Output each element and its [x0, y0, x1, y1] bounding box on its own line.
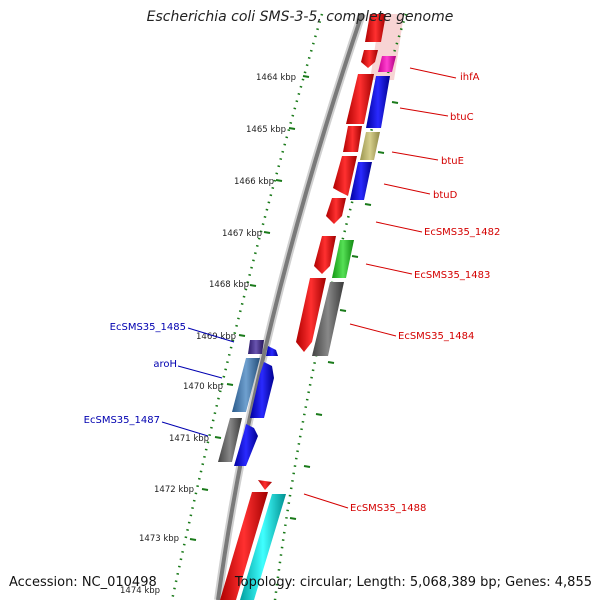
gene-label-EcSMS35_1485[interactable]: EcSMS35_1485 — [110, 322, 186, 333]
map-title: Escherichia coli SMS-3-5, complete genom… — [146, 9, 454, 25]
tick-label-1468: 1468 kbp — [209, 280, 249, 290]
tick-label-1465: 1465 kbp — [246, 125, 286, 135]
gene-label-EcSMS35_1484[interactable]: EcSMS35_1484 — [398, 331, 474, 342]
gene-label-btuC[interactable]: btuC — [450, 112, 474, 123]
gene-feature-10[interactable] — [266, 346, 278, 356]
gene-label-EcSMS35_1483[interactable]: EcSMS35_1483 — [414, 270, 490, 281]
gene-feature-btuC[interactable] — [366, 76, 390, 128]
tick-label-1466: 1466 kbp — [234, 177, 274, 187]
gene-label-ihfA[interactable]: ihfA — [460, 72, 480, 83]
gene-label-EcSMS35_1482[interactable]: EcSMS35_1482 — [424, 227, 500, 238]
gene-feature-EcSMS35_1485[interactable] — [248, 340, 264, 354]
genome-backbone-shadow — [214, 12, 366, 600]
genome-backbone — [216, 13, 364, 600]
gene-feature-EcSMS35_1482[interactable] — [326, 198, 346, 224]
gene-feature-aroH[interactable] — [232, 358, 260, 412]
reverse-gene-labels: EcSMS35_1485 aroH EcSMS35_1487 — [84, 322, 186, 426]
gene-label-btuD[interactable]: btuD — [433, 190, 458, 201]
tick-label-1474: 1474 kbp — [120, 586, 160, 596]
tick-label-1473: 1473 kbp — [139, 534, 179, 544]
gene-feature-EcSMS35_1483[interactable] — [332, 240, 354, 278]
gene-feature-11[interactable] — [250, 362, 274, 418]
gene-feature-4[interactable] — [343, 126, 362, 152]
tick-label-1471: 1471 kbp — [169, 434, 209, 444]
tick-label-1467: 1467 kbp — [222, 229, 262, 239]
gene-feature-EcSMS35_1487[interactable] — [218, 418, 242, 462]
forward-tick-marks — [289, 101, 399, 520]
gene-feature-btuE[interactable] — [360, 132, 380, 160]
tick-label-1464: 1464 kbp — [256, 73, 296, 83]
gene-feature-5[interactable] — [333, 156, 357, 196]
topology-text: Topology: circular; Length: 5,068,389 bp… — [234, 575, 592, 590]
gene-feature-1[interactable] — [365, 14, 386, 42]
accession-text: Accession: NC_010498 — [9, 575, 157, 590]
gene-feature-12[interactable] — [234, 424, 258, 466]
tick-label-1472: 1472 kbp — [154, 485, 194, 495]
gene-feature-7[interactable] — [296, 278, 326, 352]
gene-feature-8[interactable] — [258, 480, 272, 490]
gene-feature-6[interactable] — [314, 236, 336, 274]
tick-label-1470: 1470 kbp — [183, 382, 223, 392]
forward-leader-lines — [303, 67, 457, 509]
gene-feature-9[interactable] — [220, 492, 268, 600]
scale-tick-marks — [189, 75, 310, 541]
forward-genes — [220, 14, 396, 600]
gene-feature-ihfA[interactable] — [378, 56, 396, 72]
forward-gene-labels: ihfA btuC btuE btuD EcSMS35_1482 EcSMS35… — [350, 72, 500, 514]
gene-feature-btuD[interactable] — [350, 162, 372, 200]
gene-feature-3[interactable] — [346, 74, 374, 124]
gene-label-EcSMS35_1487[interactable]: EcSMS35_1487 — [84, 415, 160, 426]
gene-feature-EcSMS35_1488[interactable] — [240, 494, 286, 600]
gene-label-EcSMS35_1488[interactable]: EcSMS35_1488 — [350, 503, 426, 514]
gene-label-btuE[interactable]: btuE — [441, 156, 464, 167]
gene-feature-2[interactable] — [361, 50, 378, 68]
reverse-genes — [218, 340, 278, 466]
gene-label-aroH[interactable]: aroH — [153, 359, 177, 370]
gene-feature-EcSMS35_1484[interactable] — [312, 282, 344, 356]
reverse-leader-lines — [161, 327, 235, 437]
